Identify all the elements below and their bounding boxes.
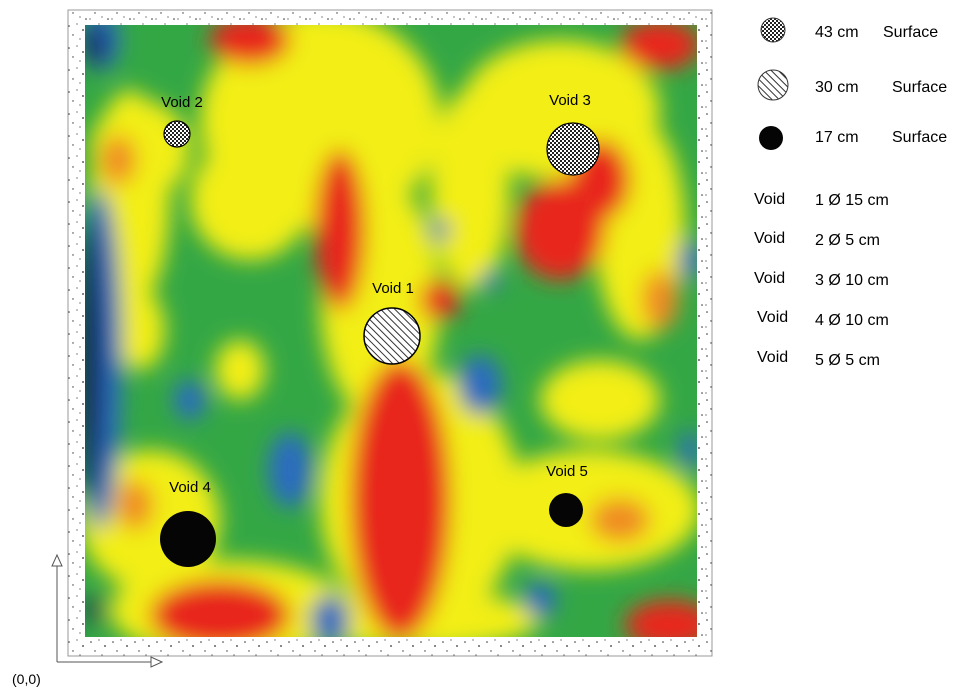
void-4-marker bbox=[160, 511, 216, 567]
void-5-label: Void 5 bbox=[546, 463, 588, 480]
legend-sizes: Void 1 Ø 15 cm Void 2 Ø 5 cm Void 3 Ø 10… bbox=[754, 191, 889, 369]
void-1-label: Void 1 bbox=[372, 280, 414, 297]
void-3-marker bbox=[546, 122, 600, 176]
origin-axes: (0,0) bbox=[12, 553, 164, 687]
legend-depths: 43 cm Surface 30 cm Surface 17 cm Surfac… bbox=[757, 17, 947, 150]
legend-size-word-2: Void bbox=[754, 230, 785, 247]
legend-ref-1: Surface bbox=[883, 24, 938, 41]
x-axis-arrow-icon bbox=[150, 656, 164, 668]
legend-ref-2: Surface bbox=[892, 79, 947, 96]
legend-size-5: 5 Ø 5 cm bbox=[815, 352, 880, 369]
legend-ref-3: Surface bbox=[892, 129, 947, 146]
legend-size-1: 1 Ø 15 cm bbox=[815, 192, 889, 209]
origin-label: (0,0) bbox=[12, 671, 41, 687]
legend-depth-2: 30 cm bbox=[815, 79, 859, 96]
legend-depth-3: 17 cm bbox=[815, 129, 859, 146]
legend-size-2: 2 Ø 5 cm bbox=[815, 232, 880, 249]
y-axis-arrow-icon bbox=[51, 553, 63, 567]
legend-checkered-marker bbox=[760, 17, 786, 43]
legend-hatched-marker bbox=[757, 69, 789, 101]
legend-size-3: 3 Ø 10 cm bbox=[815, 272, 889, 289]
void-5-marker bbox=[549, 493, 583, 527]
legend-size-word-5: Void bbox=[757, 349, 788, 366]
void-1-marker bbox=[363, 307, 421, 365]
legend-size-word-3: Void bbox=[754, 270, 785, 287]
void-3-label: Void 3 bbox=[549, 92, 591, 109]
void-4-label: Void 4 bbox=[169, 479, 211, 496]
legend-black-marker bbox=[759, 126, 783, 150]
legend-size-4: 4 Ø 10 cm bbox=[815, 312, 889, 329]
legend-size-word-4: Void bbox=[757, 309, 788, 326]
legend-size-word-1: Void bbox=[754, 191, 785, 208]
legend-depth-1: 43 cm bbox=[815, 24, 859, 41]
void-2-marker bbox=[163, 120, 191, 148]
void-2-label: Void 2 bbox=[161, 94, 203, 111]
